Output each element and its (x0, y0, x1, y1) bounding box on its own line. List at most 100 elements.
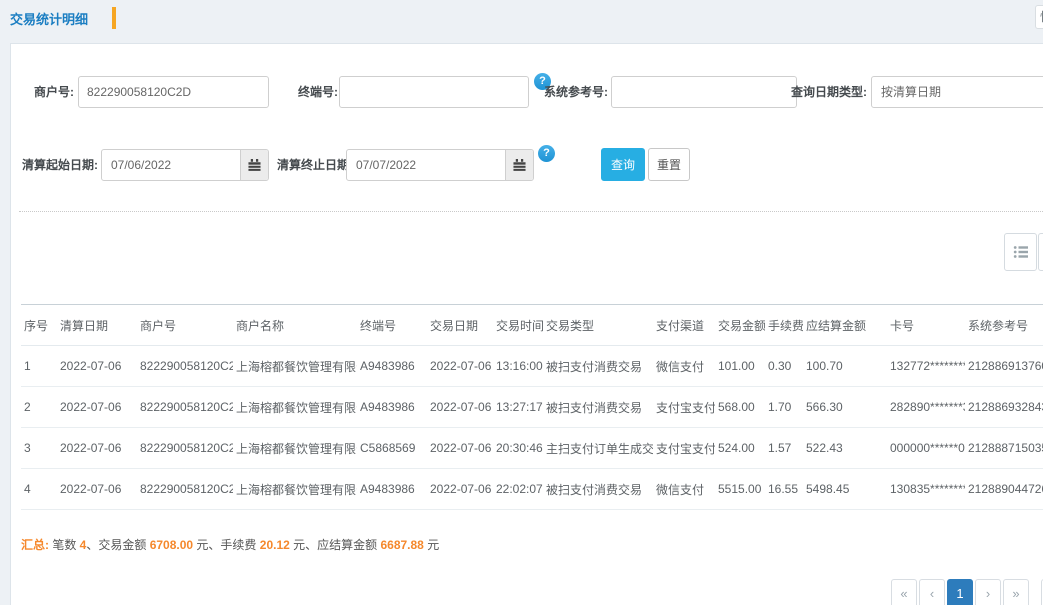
start-date-label: 清算起始日期: (22, 158, 98, 172)
page-size-box[interactable] (1041, 579, 1043, 605)
terminal-no-input[interactable] (339, 76, 529, 108)
table-cell: 上海榕都餐饮管理有限公司 (236, 400, 357, 415)
table-cell: 支付宝支付 (656, 400, 715, 415)
table-cell: 212886913760 (968, 359, 1043, 373)
table-cell: 2022-07-06 (430, 359, 492, 373)
table-cell: 2022-07-06 (60, 482, 122, 496)
table-cell: 被扫支付消费交易 (546, 400, 643, 415)
table-cell: 2 (24, 400, 31, 414)
table-header-row: 序号 清算日期 商户号 商户名称 终端号 交易日期 交易时间 交易类型 支付渠道 交易金额 手续费应… (21, 305, 1043, 346)
end-date-input[interactable] (346, 149, 534, 181)
terminal-no-label: 终端号: (298, 85, 338, 99)
column-header: 交易类型 (546, 318, 595, 333)
table-cell: 2022-07-06 (430, 441, 492, 455)
column-list-button[interactable] (1004, 233, 1037, 271)
table-cell: 2022-07-06 (60, 441, 122, 455)
reset-button[interactable]: 重置 (648, 148, 690, 181)
summary-text: 元 (423, 538, 440, 552)
page-button[interactable]: « (891, 579, 917, 605)
table-cell: 000000******0000 (890, 441, 965, 455)
dotted-divider (19, 211, 1043, 212)
table-row: 4 2022-07-06 822290058120C2D上海榕都餐饮管理有限公司A9… (21, 469, 1043, 510)
table-cell: 13:16:00 (496, 359, 543, 373)
table-cell: 被扫支付消费交易 (546, 359, 643, 374)
table-cell: 2022-07-06 (430, 400, 492, 414)
table-cell: 130835********3124 (890, 482, 965, 496)
terminal-help-icon[interactable]: ? (534, 73, 551, 90)
table-cell: 101.00 (718, 359, 755, 373)
table-cell: A9483986 (360, 482, 415, 496)
column-header: 清算日期 (60, 318, 109, 333)
page-button-current[interactable]: 1 (947, 579, 973, 605)
column-header: 交易日期 (430, 318, 479, 333)
summary-prefix: 汇总: (21, 538, 49, 552)
table-cell: 212889044726 (968, 482, 1043, 496)
table-cell: A9483986 (360, 359, 415, 373)
table-cell: 上海榕都餐饮管理有限公司 (236, 482, 357, 497)
table-cell: C5868569 (360, 441, 416, 455)
transactions-table: 序号 清算日期 商户号 商户名称 终端号 交易日期 交易时间 交易类型 支付渠道 交易金额 手续费应… (21, 304, 1043, 510)
summary-value: 6687.88 (380, 538, 424, 552)
table-cell: 822290058120C2D (140, 441, 233, 455)
table-cell: 566.30 (806, 400, 843, 414)
table-cell: 2022-07-06 (430, 482, 492, 496)
table-cell: 被扫支付消费交易 (546, 482, 643, 497)
column-header: 应结算金额 (806, 318, 867, 333)
table-row: 1 2022-07-06 822290058120C2D上海榕都餐饮管理有限公司A9… (21, 346, 1043, 387)
summary-value: 4 (79, 538, 87, 552)
column-header: 手续费 (768, 318, 803, 333)
table-cell: 568.00 (718, 400, 755, 414)
table-cell: 522.43 (806, 441, 843, 455)
page-button[interactable]: › (975, 579, 1001, 605)
table-cell: 支付宝支付 (656, 441, 715, 456)
start-date-field (101, 149, 269, 181)
summary-text: 笔数 (49, 538, 80, 552)
table-cell: 2022-07-06 (60, 359, 122, 373)
table-row: 3 2022-07-06 822290058120C2D上海榕都餐饮管理有限公司C5… (21, 428, 1043, 469)
table-cell: 1.57 (768, 441, 792, 455)
table-cell: 822290058120C2D (140, 359, 233, 373)
page-button[interactable]: ‹ (919, 579, 945, 605)
table-cell: 822290058120C2D (140, 400, 233, 414)
merchant-no-input[interactable] (78, 76, 269, 108)
partial-corner-button[interactable]: 快 (1035, 5, 1043, 29)
table-cell: 4 (24, 482, 31, 496)
table-cell: 822290058120C2D (140, 482, 233, 496)
table-cell: 主扫支付订单生成交易 (546, 441, 653, 456)
page-title: 交易统计明细 (10, 12, 89, 27)
date-type-select[interactable]: 按清算日期 (871, 76, 1043, 108)
partial-tool-button[interactable] (1038, 233, 1043, 271)
column-header: 交易金额 (718, 318, 765, 333)
content-panel: 商户号: 终端号: ? 系统参考号: 查询日期类型: 按清算日期 清算起始日期:… (10, 43, 1043, 605)
end-date-label: 清算终止日期: (277, 158, 353, 172)
end-date-help-icon[interactable]: ? (538, 145, 555, 162)
summary-text: 元、应结算金额 (289, 538, 381, 552)
column-header: 卡号 (890, 318, 915, 333)
table-cell: 524.00 (718, 441, 755, 455)
sys-ref-input[interactable] (611, 76, 797, 108)
page-button[interactable]: » (1003, 579, 1029, 605)
table-cell: 22:02:07 (496, 482, 543, 496)
summary-value: 6708.00 (149, 538, 194, 552)
table-cell: 微信支付 (656, 359, 705, 374)
table-cell: 5498.45 (806, 482, 850, 496)
table-cell: 282890*******3367 (890, 400, 965, 414)
table-cell: 132772********3906 (890, 359, 965, 373)
list-icon (1013, 246, 1028, 258)
summary-row: 汇总: 笔数 4、交易金额 6708.00 元、手续费 20.12 元、应结算金… (21, 536, 439, 553)
table-cell: 1.70 (768, 400, 792, 414)
column-header: 终端号 (360, 318, 397, 333)
table-cell: 2022-07-06 (60, 400, 122, 414)
table-cell: 100.70 (806, 359, 843, 373)
table-row: 2 2022-07-06 822290058120C2D上海榕都餐饮管理有限公司A9… (21, 387, 1043, 428)
end-date-field (346, 149, 534, 181)
column-header: 序号 (24, 318, 49, 333)
start-date-calendar-button[interactable] (240, 150, 268, 180)
table-cell: 0.30 (768, 359, 792, 373)
query-button[interactable]: 查询 (601, 148, 645, 181)
table-cell: 16.55 (768, 482, 799, 496)
table-cell: 5515.00 (718, 482, 762, 496)
end-date-calendar-button[interactable] (505, 150, 533, 180)
top-bar: 交易统计明细 快 (0, 0, 1043, 43)
table-cell: 上海榕都餐饮管理有限公司 (236, 441, 357, 456)
